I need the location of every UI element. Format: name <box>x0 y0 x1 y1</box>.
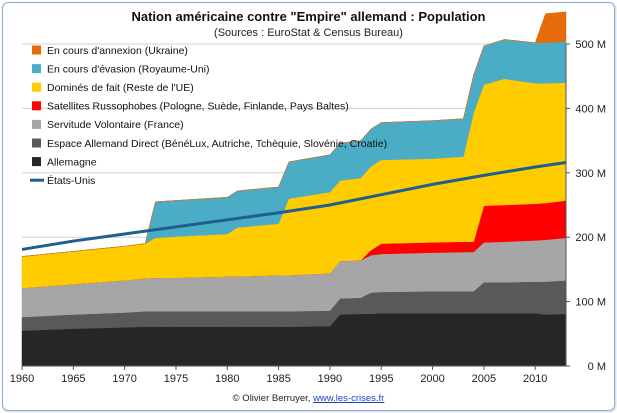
legend-label-5: Espace Allemand Direct (BénéLux, Autrich… <box>47 138 387 150</box>
x-tick-label-1965: 1965 <box>61 373 85 385</box>
x-tick-label-1970: 1970 <box>112 373 136 385</box>
footer-link[interactable]: www.les-crises.fr <box>313 393 385 404</box>
area-series-6 <box>21 11 567 257</box>
x-tick-label-1995: 1995 <box>369 373 393 385</box>
chart-subtitle: (Sources : EuroStat & Census Bureau) <box>214 27 403 39</box>
legend: En cours d'annexion (Ukraine) En cours d'… <box>30 45 387 187</box>
y-tick-label-500: 500 M <box>575 39 606 51</box>
x-tick-label-2010: 2010 <box>523 373 547 385</box>
x-tick-label-1975: 1975 <box>164 373 188 385</box>
footer-credit-text: © Olivier Berruyer, <box>232 393 314 404</box>
x-tick-label-2000: 2000 <box>420 373 444 385</box>
legend-swatch-3 <box>32 101 41 111</box>
y-tick-label-0: 0 M <box>588 361 606 373</box>
legend-label-0: En cours d'annexion (Ukraine) <box>47 45 188 57</box>
chart-title: Nation américaine contre "Empire" allema… <box>131 9 486 24</box>
axes: 1960 1965 1970 1975 1980 1985 1990 1995 2000 2005… <box>10 39 606 385</box>
legend-label-3: Satellites Russophobes (Pologne, Suède, … <box>47 101 349 113</box>
y-tick-label-100: 100 M <box>575 297 606 309</box>
legend-label-4: Servitude Volontaire (France) <box>47 119 184 131</box>
usa-population-line <box>21 161 567 251</box>
x-tick-label-1960: 1960 <box>10 373 34 385</box>
y-tick-label-400: 400 M <box>575 103 606 115</box>
y-tick-label-300: 300 M <box>575 168 606 180</box>
legend-swatch-1 <box>32 64 41 74</box>
y-tick-label-200: 200 M <box>575 232 606 244</box>
legend-swatch-4 <box>32 119 41 129</box>
legend-swatch-6 <box>32 157 41 167</box>
x-tick-label-1985: 1985 <box>266 373 290 385</box>
footer-credit: © Olivier Berruyer, www.les-crises.fr <box>0 393 617 404</box>
x-tick-label-1990: 1990 <box>318 373 342 385</box>
legend-label-1: En cours d'évasion (Royaume-Uni) <box>47 63 210 75</box>
legend-label-7: États-Unis <box>47 174 95 187</box>
stacked-areas <box>21 11 567 367</box>
x-tick-label-2005: 2005 <box>472 373 496 385</box>
legend-swatch-2 <box>32 82 41 92</box>
legend-label-6: Allemagne <box>47 156 97 168</box>
usa-line-layer <box>21 161 567 251</box>
x-tick-label-1980: 1980 <box>215 373 239 385</box>
legend-label-2: Dominés de fait (Reste de l'UE) <box>47 82 194 94</box>
legend-swatch-5 <box>32 138 41 148</box>
legend-swatch-0 <box>32 45 41 55</box>
